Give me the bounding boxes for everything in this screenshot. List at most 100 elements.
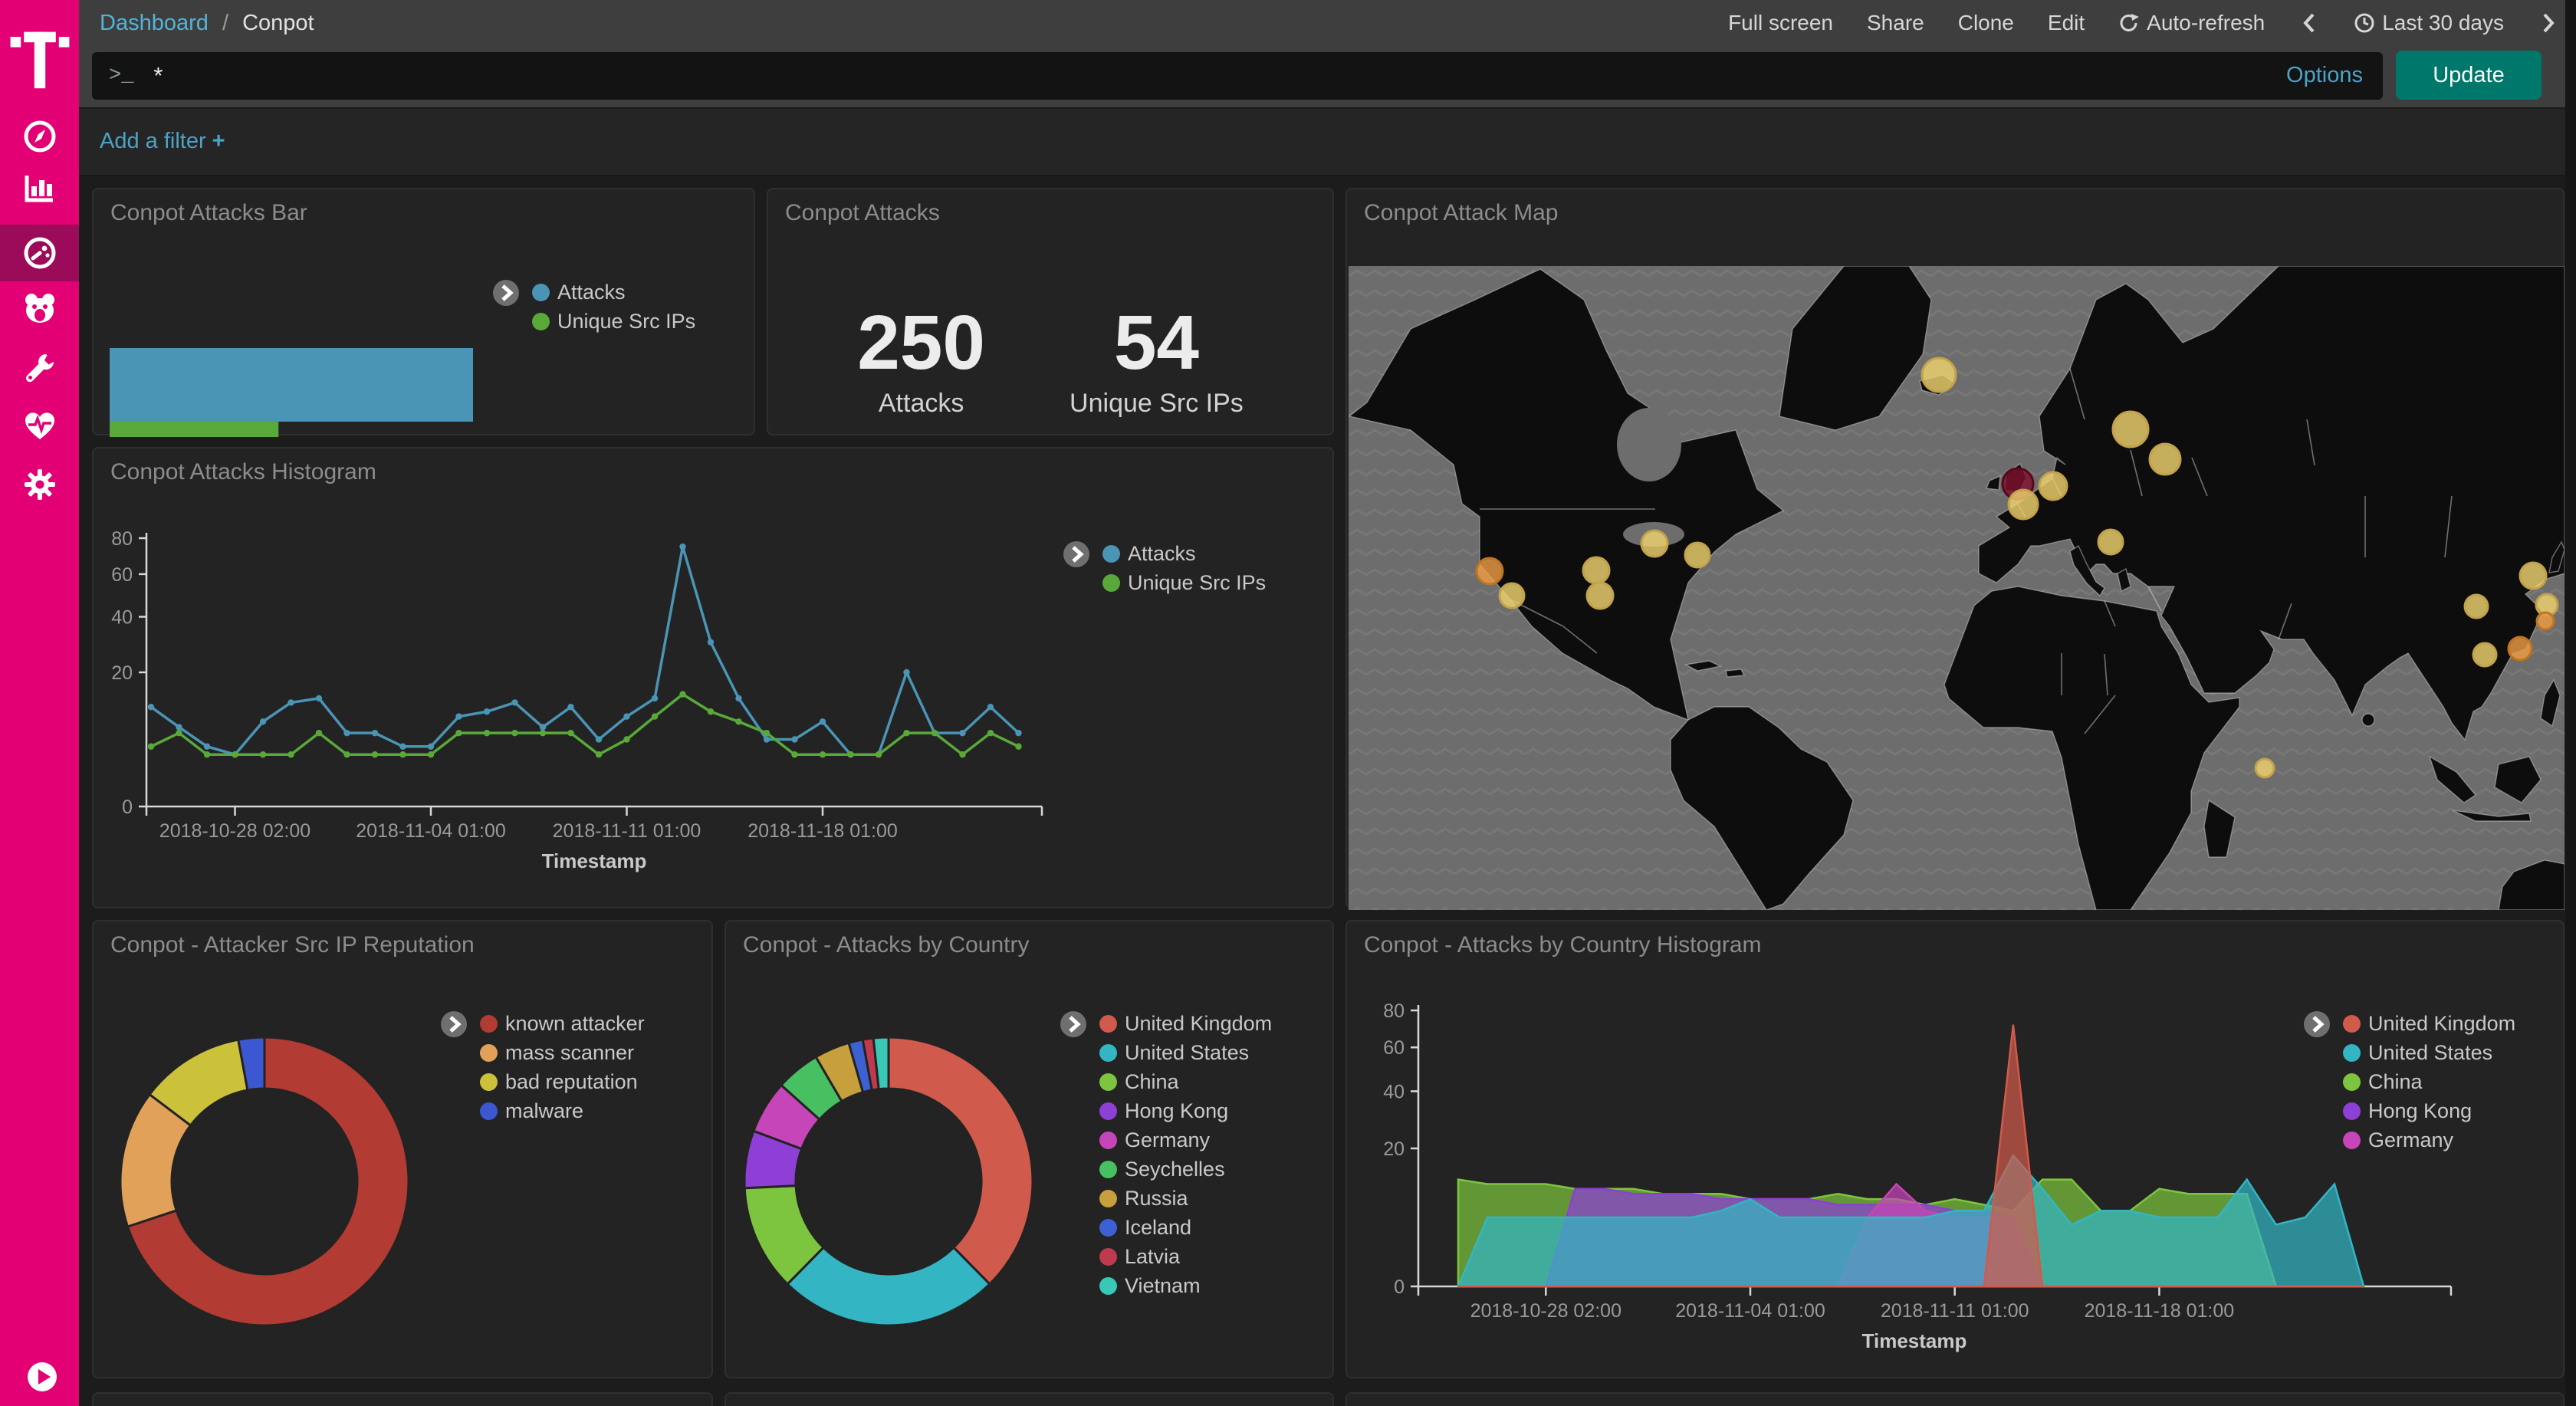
slice-United States[interactable] [785, 1246, 992, 1327]
legend-item[interactable]: bad reputation [480, 1067, 645, 1096]
data-point[interactable] [203, 751, 211, 758]
map-bubble[interactable] [2507, 636, 2533, 662]
data-point[interactable] [903, 669, 910, 676]
attack-bubbles[interactable] [1475, 356, 2559, 779]
legend-item[interactable]: Germany [2343, 1125, 2515, 1155]
scrollbar[interactable] [2565, 0, 2576, 1406]
data-point[interactable] [763, 729, 770, 737]
data-point[interactable] [1015, 729, 1022, 737]
legend-item[interactable]: mass scanner [480, 1038, 645, 1067]
data-point[interactable] [735, 695, 742, 702]
data-point[interactable] [371, 729, 379, 737]
legend-item[interactable]: known attacker [480, 1009, 645, 1038]
data-point[interactable] [819, 718, 826, 725]
map-bubble[interactable] [1475, 557, 1504, 586]
slice-United Kingdom[interactable] [887, 1036, 1034, 1286]
map-bubble[interactable] [2472, 642, 2498, 668]
data-point[interactable] [147, 704, 155, 711]
data-point[interactable] [511, 699, 518, 706]
data-point[interactable] [791, 736, 798, 743]
data-point[interactable] [539, 724, 547, 731]
data-point[interactable] [315, 695, 323, 702]
data-point[interactable] [735, 718, 742, 725]
legend-item[interactable]: Latvia [1099, 1242, 1272, 1271]
data-point[interactable] [539, 729, 547, 737]
data-point[interactable] [203, 743, 211, 750]
time-back-button[interactable] [2298, 12, 2320, 34]
map-bubble[interactable] [2111, 410, 2150, 448]
data-point[interactable] [399, 743, 406, 750]
data-point[interactable] [371, 751, 379, 758]
data-point[interactable] [595, 751, 603, 758]
data-point[interactable] [595, 736, 603, 743]
sidebar-item-bar-chart[interactable] [0, 164, 79, 213]
data-point[interactable] [567, 729, 574, 737]
data-point[interactable] [903, 729, 910, 737]
data-point[interactable] [315, 729, 323, 737]
sidebar-collapse-button[interactable] [28, 1362, 57, 1391]
sidebar-item-heartbeat[interactable] [0, 401, 79, 450]
data-point[interactable] [931, 729, 938, 737]
data-point[interactable] [763, 736, 770, 743]
legend-item[interactable]: Iceland [1099, 1213, 1272, 1242]
share-button[interactable]: Share [1867, 11, 1924, 34]
data-point[interactable] [343, 729, 350, 737]
data-point[interactable] [651, 695, 659, 702]
data-point[interactable] [232, 751, 238, 758]
data-point[interactable] [427, 743, 435, 750]
breadcrumb-dashboard-link[interactable]: Dashboard [100, 11, 209, 35]
data-point[interactable] [288, 751, 294, 758]
legend-item[interactable]: United States [1099, 1038, 1272, 1067]
data-point[interactable] [511, 729, 518, 737]
legend-item[interactable]: Unique Src IPs [1102, 568, 1266, 597]
data-point[interactable] [623, 736, 630, 743]
sidebar-item-compass[interactable] [0, 112, 79, 161]
data-point[interactable] [399, 751, 406, 758]
map-bubble[interactable] [2518, 561, 2548, 590]
edit-button[interactable]: Edit [2047, 11, 2085, 34]
data-point[interactable] [455, 729, 462, 737]
legend-item[interactable]: China [2343, 1067, 2515, 1096]
data-point[interactable] [651, 713, 659, 720]
data-point[interactable] [959, 729, 966, 737]
map-bubble[interactable] [1684, 541, 1711, 569]
data-point[interactable] [176, 729, 182, 737]
data-point[interactable] [259, 751, 267, 758]
data-point[interactable] [483, 729, 491, 737]
legend-toggle-icon[interactable] [491, 278, 521, 308]
data-point[interactable] [819, 751, 826, 758]
sidebar-item-gear[interactable] [0, 460, 79, 509]
legend-item[interactable]: Attacks [1102, 539, 1266, 568]
legend-item[interactable]: Russia [1099, 1184, 1272, 1213]
map-bubble[interactable] [1585, 581, 1615, 610]
legend-item[interactable]: United Kingdom [2343, 1009, 2515, 1038]
legend-item[interactable]: China [1099, 1067, 1272, 1096]
map-bubble[interactable] [1582, 556, 1611, 585]
map-bubble[interactable] [1640, 529, 1669, 558]
map-bubble[interactable] [2463, 593, 2489, 619]
map-bubble[interactable] [2038, 471, 2068, 501]
legend-item[interactable]: Hong Kong [2343, 1096, 2515, 1125]
clone-button[interactable]: Clone [1957, 11, 2014, 34]
slice-Vietnam[interactable] [872, 1036, 890, 1091]
data-point[interactable] [427, 751, 435, 758]
map-bubble[interactable] [2254, 757, 2275, 779]
data-point[interactable] [679, 691, 686, 698]
legend-item[interactable]: Vietnam [1099, 1271, 1272, 1300]
legend-item[interactable]: United States [2343, 1038, 2515, 1067]
data-point[interactable] [875, 751, 882, 758]
data-point[interactable] [455, 713, 462, 720]
data-point[interactable] [679, 543, 686, 550]
data-point[interactable] [987, 704, 994, 711]
bar-Unique Src IPs[interactable] [110, 422, 279, 437]
telekom-logo[interactable] [9, 18, 71, 92]
slice-known attacker[interactable] [126, 1036, 410, 1327]
world-map[interactable] [1349, 266, 2564, 910]
data-point[interactable] [1015, 743, 1022, 750]
legend-toggle-icon[interactable] [439, 1009, 469, 1040]
data-point[interactable] [343, 751, 350, 758]
full-screen-button[interactable]: Full screen [1728, 11, 1833, 34]
map-bubble[interactable] [2097, 528, 2124, 556]
legend-item[interactable]: Germany [1099, 1125, 1272, 1155]
options-link[interactable]: Options [2286, 63, 2363, 87]
